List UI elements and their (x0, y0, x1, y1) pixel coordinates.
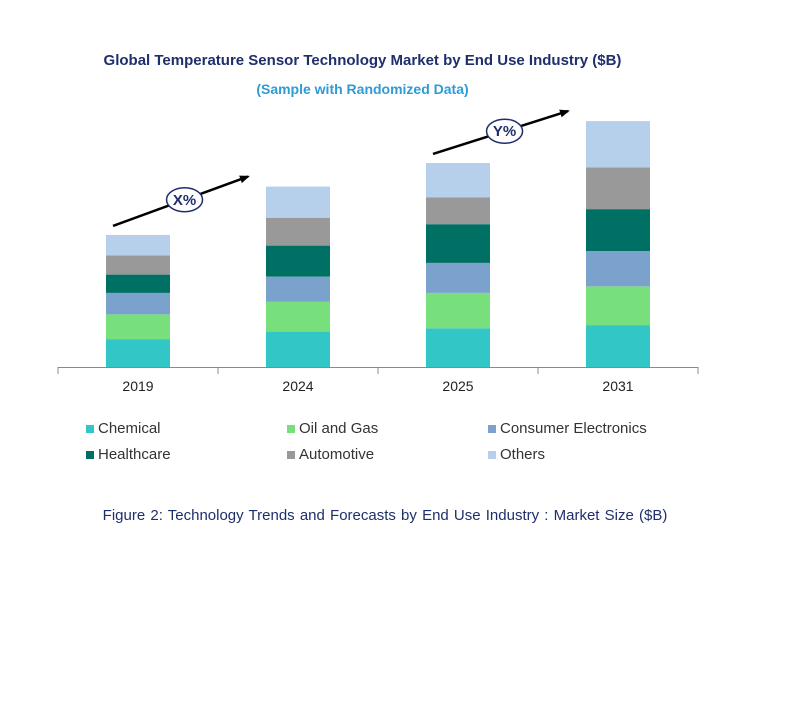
legend-swatch (287, 424, 295, 433)
bar-segment-2019-others (106, 234, 170, 256)
bar-segment-2025-others (426, 163, 490, 198)
growth-label: X% (173, 192, 196, 209)
chart-title: Global Temperature Sensor Technology Mar… (103, 52, 622, 69)
bar-segment-2019-automotive (106, 255, 170, 275)
bar-segment-2025-oil-and-gas (426, 292, 490, 329)
growth-label: Y% (493, 123, 516, 140)
growth-badge (165, 187, 204, 213)
bar-segment-2031-automotive (586, 167, 650, 210)
bar-segment-2031-others (586, 121, 650, 168)
figure-caption: Figure 2: Technology Trends and Forecast… (102, 507, 668, 524)
legend-swatch (86, 450, 94, 459)
bar-segment-2024-chemical (266, 331, 330, 367)
bar-segment-2019-oil-and-gas (106, 314, 170, 340)
bar-segment-2025-healthcare (426, 224, 490, 263)
bar-segment-2031-consumer-electronics (586, 251, 650, 287)
bar-segment-2024-healthcare (266, 245, 330, 277)
legend-label: Chemical (98, 420, 161, 437)
chart-subtitle: (Sample with Randomized Data) (256, 81, 469, 97)
bar-segment-2019-chemical (106, 339, 170, 367)
legend-label: Consumer Electronics (500, 420, 647, 437)
bar-segment-2024-oil-and-gas (266, 301, 330, 332)
legend-swatch (287, 450, 295, 459)
legend-swatch (488, 450, 496, 459)
x-tick-label: 2025 (442, 378, 473, 394)
bar-segment-2024-consumer-electronics (266, 276, 330, 302)
growth-annotations: X% Y% (112, 109, 570, 228)
legend-label: Automotive (299, 446, 375, 463)
bar-segment-2031-oil-and-gas (586, 286, 650, 326)
legend-item-chemical: Chemical (86, 420, 161, 437)
bar-segment-2024-others (266, 186, 330, 218)
legend-label: Healthcare (98, 446, 171, 463)
legend-label: Others (500, 446, 546, 463)
x-tick-label: 2024 (282, 378, 313, 394)
bar-segment-2019-consumer-electronics (106, 292, 170, 315)
legend-item-automotive: Automotive (287, 446, 374, 463)
x-axis: 2019 2024 2025 2031 (57, 367, 699, 394)
bar-segment-2025-consumer-electronics (426, 262, 490, 293)
legend-item-oil-and-gas: Oil and Gas (287, 420, 378, 437)
x-tick-label: 2031 (602, 378, 633, 394)
legend-swatch (488, 424, 496, 433)
legend-item-consumer-electronics: Consumer Electronics (488, 420, 647, 437)
legend-label: Oil and Gas (299, 420, 379, 437)
bar-segment-2025-automotive (426, 197, 490, 225)
growth-badge (485, 118, 524, 144)
bar-segment-2024-automotive (266, 217, 330, 246)
bar-segment-2031-healthcare (586, 209, 650, 251)
bars-layer (106, 121, 650, 367)
bar-segment-2025-chemical (426, 328, 490, 367)
legend-item-others: Others (488, 446, 545, 463)
x-tick-label: 2019 (122, 378, 153, 394)
legend-item-healthcare: Healthcare (86, 446, 171, 463)
bar-segment-2019-healthcare (106, 274, 170, 293)
legend-swatch (86, 424, 94, 433)
bar-segment-2031-chemical (586, 325, 650, 367)
